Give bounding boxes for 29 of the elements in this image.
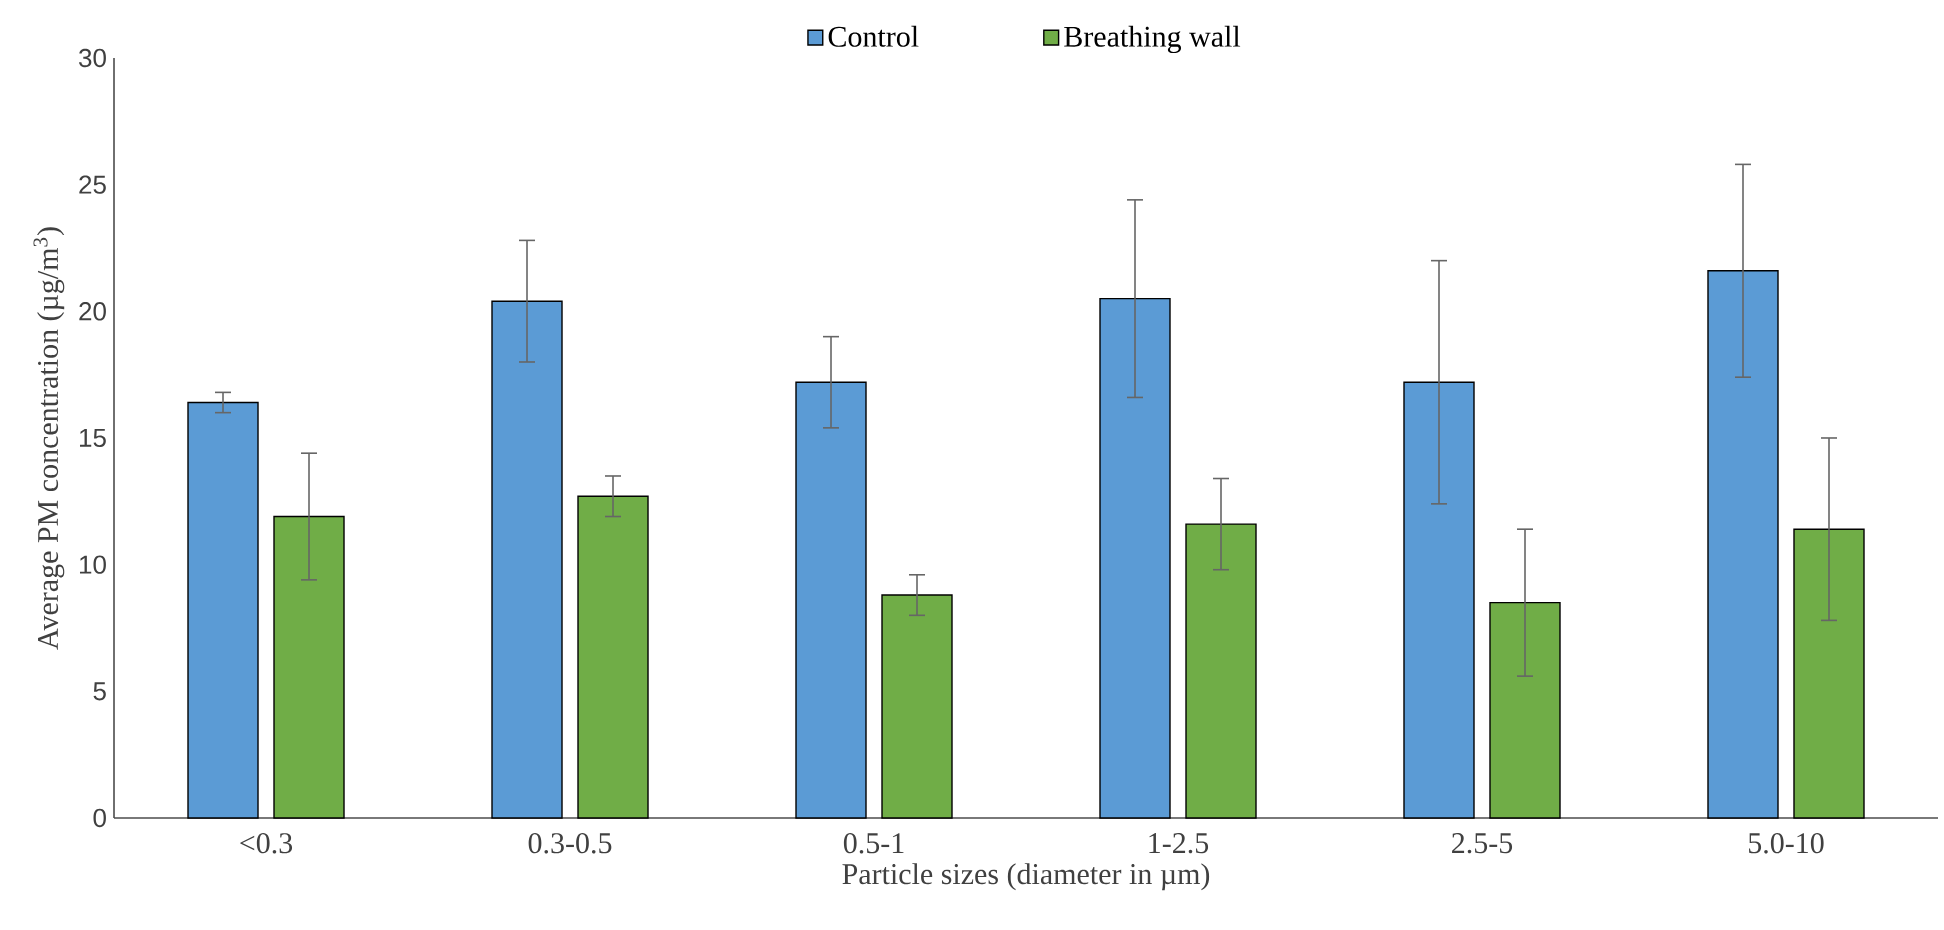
y-tick-label: 0	[93, 808, 106, 828]
bar	[491, 300, 563, 819]
x-tick-label: 1-2.5	[1149, 833, 1209, 854]
bar	[1707, 270, 1779, 819]
x-tick-label: 5.0-10	[1749, 833, 1824, 854]
bar	[1403, 381, 1475, 819]
bar	[1099, 297, 1171, 819]
y-tick-label: 5	[93, 682, 106, 701]
y-tick-label: 25	[79, 175, 106, 194]
y-tick-label: 30	[79, 48, 106, 68]
bar	[187, 401, 259, 819]
x-tick-label: 0.3-0.5	[528, 833, 612, 854]
y-axis-title: Average PM concentration (µg/m$^{3}$)	[33, 227, 65, 650]
bar	[795, 381, 867, 819]
y-tick-label: 20	[79, 302, 106, 321]
x-tick-label: 0.5-1	[843, 833, 904, 854]
y-tick-label: 15	[80, 428, 106, 448]
legend-label: Breathing wall	[1064, 25, 1241, 54]
bar	[1793, 528, 1865, 819]
y-tick-label: 10	[80, 555, 106, 574]
x-axis-title: Particle sizes (diameter in µm)	[842, 863, 1210, 891]
bar	[273, 515, 345, 819]
bar	[881, 594, 953, 819]
bar	[1489, 601, 1561, 819]
x-tick-label: 2.5-5	[1452, 833, 1513, 854]
x-tick-label: <0.3	[240, 833, 293, 854]
bar	[1185, 523, 1257, 819]
bar	[577, 495, 649, 819]
legend-label: Control	[828, 25, 919, 47]
